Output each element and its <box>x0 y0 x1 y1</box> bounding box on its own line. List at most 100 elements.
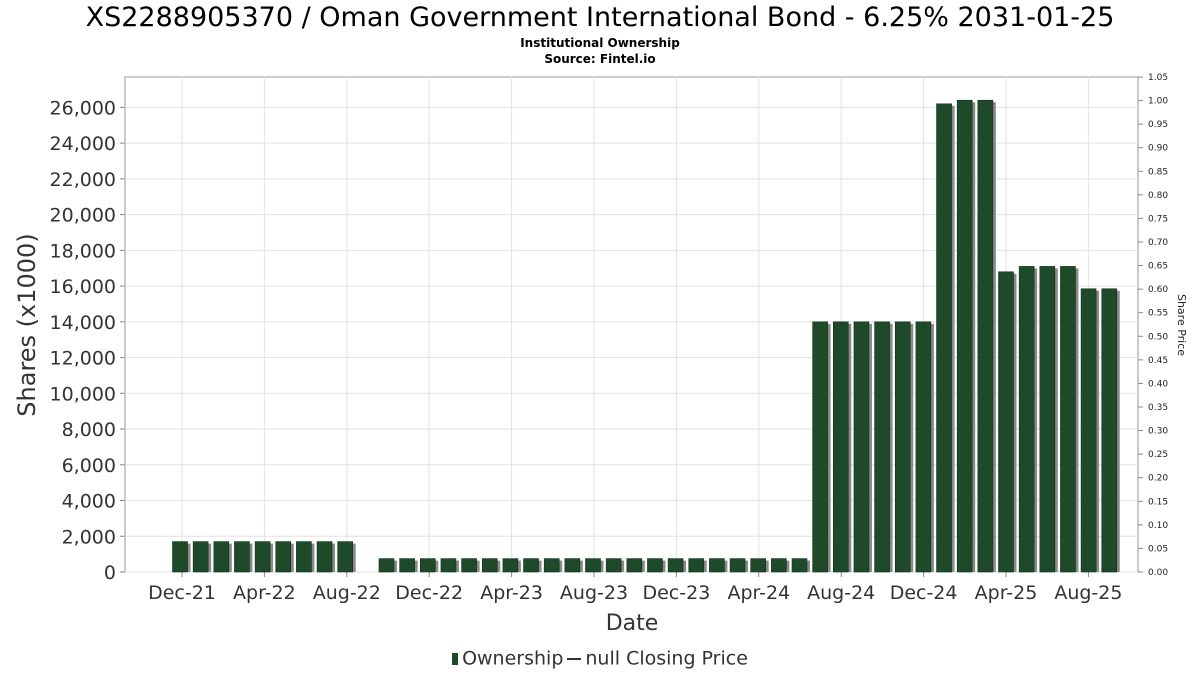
y-tick-label: 20,000 <box>50 205 116 227</box>
ownership-bar <box>564 558 581 573</box>
y-tick-label: 10,000 <box>50 383 116 405</box>
ownership-bar <box>585 558 601 573</box>
x-tick-label: Dec-22 <box>395 582 463 604</box>
ownership-bar <box>936 103 952 573</box>
ownership-bar <box>832 321 849 573</box>
ownership-bar <box>419 558 436 573</box>
ownership-bar <box>998 271 1014 573</box>
y2-tick-label: 0.05 <box>1148 544 1168 554</box>
ownership-bar <box>771 558 787 573</box>
y2-tick-label: 0.30 <box>1148 427 1168 437</box>
x-tick-label: Aug-25 <box>1054 582 1122 604</box>
ownership-bar <box>750 558 767 573</box>
ownership-bar <box>894 321 911 573</box>
y2-tick-label: 0.55 <box>1148 309 1168 319</box>
y-axis-title: Shares (x1000) <box>13 233 41 416</box>
x-tick-label: Aug-24 <box>807 582 875 604</box>
x-axis-title: Date <box>606 611 659 636</box>
x-tick-label: Dec-21 <box>148 582 216 604</box>
ownership-bar <box>791 558 808 573</box>
y2-tick-label: 0.75 <box>1148 214 1168 224</box>
ownership-bar <box>316 541 333 573</box>
ownership-bar <box>234 541 250 573</box>
y2-tick-label: 0.95 <box>1148 120 1168 130</box>
ownership-bar <box>605 558 622 573</box>
y-tick-label: 4,000 <box>62 491 116 513</box>
ownership-bar <box>977 99 994 573</box>
y2-tick-label: 0.20 <box>1148 474 1168 484</box>
y2-tick-label: 0.40 <box>1148 379 1168 389</box>
y-tick-label: 8,000 <box>62 419 116 441</box>
legend-price-swatch <box>567 657 582 660</box>
x-tick-label: Dec-24 <box>890 582 958 604</box>
ownership-bar <box>502 558 519 573</box>
ownership-bar <box>1080 288 1097 573</box>
y-tick-label: 14,000 <box>50 312 116 334</box>
ownership-bar <box>1101 288 1118 573</box>
x-tick-label: Apr-24 <box>727 582 790 604</box>
ownership-bar <box>709 558 725 573</box>
y-tick-label: 24,000 <box>50 133 116 155</box>
ownership-bar <box>1060 266 1076 573</box>
ownership-bar <box>812 321 828 573</box>
y-tick-label: 26,000 <box>50 97 116 119</box>
y2-tick-label: 0.10 <box>1148 521 1168 531</box>
y2-tick-label: 0.85 <box>1148 167 1168 177</box>
y2-tick-label: 0.90 <box>1148 144 1168 154</box>
y2-tick-label: 1.05 <box>1148 73 1168 83</box>
x-tick-label: Apr-23 <box>480 582 543 604</box>
chart-subtitle: Institutional Ownership <box>520 36 680 50</box>
ownership-bar <box>915 321 932 573</box>
legend-ownership-label: Ownership <box>462 647 564 670</box>
ownership-bar <box>667 558 684 573</box>
ownership-bar <box>213 541 230 573</box>
legend-ownership-swatch <box>452 652 459 665</box>
chart-title: XS2288905370 / Oman Government Internati… <box>85 2 1115 33</box>
y-tick-label: 2,000 <box>62 526 116 548</box>
ownership-bar <box>874 321 890 573</box>
ownership-bar <box>481 558 498 573</box>
y2-tick-label: 0.15 <box>1148 497 1168 507</box>
legend-price-label: null Closing Price <box>585 647 748 670</box>
ownership-bar <box>853 321 870 573</box>
y2-tick-label: 0.25 <box>1148 450 1168 460</box>
y2-tick-label: 0.70 <box>1148 238 1168 248</box>
chart-source: Source: Fintel.io <box>544 52 656 66</box>
ownership-bar <box>626 558 643 573</box>
y2-tick-label: 0.60 <box>1148 285 1168 295</box>
ownership-bar <box>956 99 973 573</box>
y-tick-label: 22,000 <box>50 169 116 191</box>
ownership-bar <box>296 541 312 573</box>
y-tick-label: 18,000 <box>50 240 116 262</box>
ownership-bar <box>192 541 209 573</box>
x-tick-label: Apr-22 <box>233 582 296 604</box>
ownership-bar <box>440 558 457 573</box>
y2-tick-label: 0.35 <box>1148 403 1168 413</box>
y2-axis-title: Share Price <box>1175 294 1188 356</box>
ownership-bar <box>1039 266 1056 573</box>
y-tick-label: 6,000 <box>62 455 116 477</box>
y2-tick-label: 0.45 <box>1148 356 1168 366</box>
x-tick-label: Aug-23 <box>560 582 628 604</box>
y2-tick-label: 0.80 <box>1148 191 1168 201</box>
ownership-bar <box>461 558 477 573</box>
y2-tick-label: 1.00 <box>1148 97 1168 107</box>
ownership-bar <box>399 558 415 573</box>
ownership-bar <box>172 541 188 573</box>
ownership-bar <box>1018 266 1035 573</box>
y-tick-label: 16,000 <box>50 276 116 298</box>
ownership-bar <box>523 558 539 573</box>
x-tick-label: Dec-23 <box>642 582 710 604</box>
ownership-bar <box>337 541 354 573</box>
ownership-bar <box>647 558 663 573</box>
ownership-bar <box>378 558 395 573</box>
ownership-bar <box>729 558 746 573</box>
y2-tick-label: 0.00 <box>1148 568 1168 578</box>
x-tick-label: Apr-25 <box>975 582 1038 604</box>
ownership-bar <box>254 541 271 573</box>
x-tick-label: Aug-22 <box>313 582 381 604</box>
ownership-bar <box>275 541 292 573</box>
y2-tick-label: 0.65 <box>1148 262 1168 272</box>
